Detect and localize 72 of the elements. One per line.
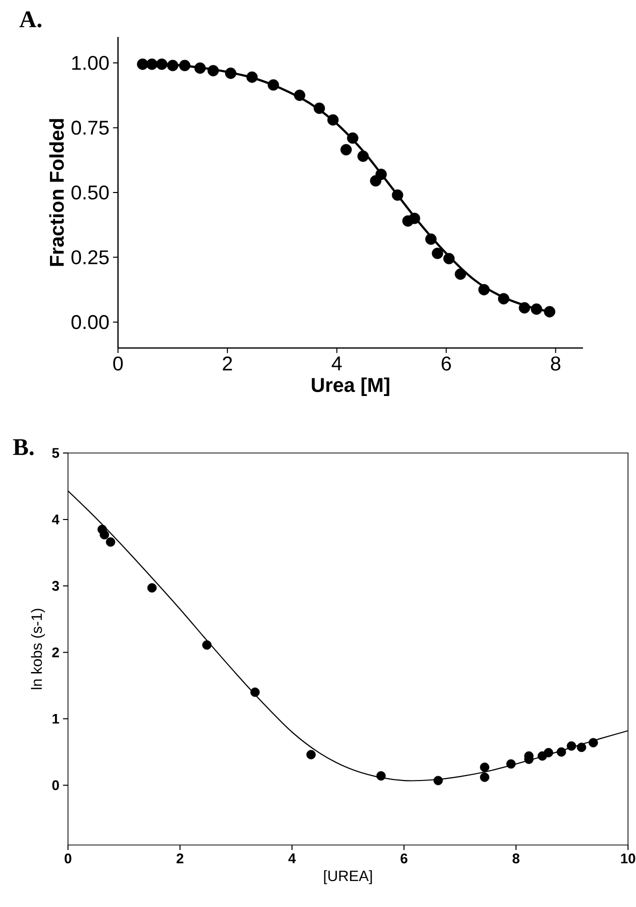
point xyxy=(246,71,258,83)
point xyxy=(194,62,206,74)
point xyxy=(167,60,178,72)
point xyxy=(146,58,158,70)
y-tick-label: 0.25 xyxy=(72,250,109,264)
point xyxy=(106,537,116,547)
point xyxy=(433,776,443,786)
point xyxy=(588,738,598,748)
y-tick-label: 3 xyxy=(52,580,59,591)
point xyxy=(156,58,168,70)
point xyxy=(566,741,576,751)
point xyxy=(432,248,444,260)
point xyxy=(480,772,490,782)
point xyxy=(392,189,404,201)
point xyxy=(544,306,556,318)
point xyxy=(376,771,386,781)
y-tick-label: 1 xyxy=(52,714,60,724)
x-tick-label: 10 xyxy=(621,853,636,864)
x-axis-title: [UREA] xyxy=(324,870,372,884)
point xyxy=(268,79,280,91)
x-tick-label: 4 xyxy=(288,854,296,864)
x-tick-label: 4 xyxy=(332,356,342,370)
point xyxy=(147,583,157,593)
y-axis-title: Fraction Folded xyxy=(49,119,64,266)
point xyxy=(225,68,236,79)
point xyxy=(425,233,437,245)
y-tick-label: 0.75 xyxy=(72,120,109,135)
point xyxy=(544,748,554,758)
point xyxy=(208,65,219,76)
point xyxy=(357,150,369,162)
x-tick-label: 2 xyxy=(176,853,184,864)
x-tick-label: 0 xyxy=(64,853,72,864)
point xyxy=(530,303,542,315)
point xyxy=(100,530,110,540)
point xyxy=(556,747,566,757)
x-tick-label: 6 xyxy=(442,356,451,371)
point xyxy=(327,114,339,126)
point xyxy=(478,284,490,296)
point xyxy=(443,252,455,264)
point xyxy=(518,302,530,314)
point xyxy=(306,750,316,760)
y-tick-label: 4 xyxy=(52,514,60,524)
y-tick-label: 5 xyxy=(52,448,60,458)
y-tick-label: 1.00 xyxy=(72,56,109,70)
y-tick-label: 0.50 xyxy=(72,185,109,200)
point xyxy=(314,102,325,114)
point xyxy=(375,168,387,180)
x-tick-label: 2 xyxy=(222,356,232,370)
point xyxy=(179,60,190,72)
point xyxy=(250,688,260,697)
point xyxy=(347,132,358,144)
chart-title: A. xyxy=(19,11,42,28)
point xyxy=(498,293,510,304)
point xyxy=(576,742,586,752)
point xyxy=(202,640,212,650)
point xyxy=(506,759,516,769)
x-tick-label: 8 xyxy=(550,356,560,371)
point xyxy=(294,90,306,101)
y-tick-label: 0.00 xyxy=(72,315,109,330)
y-axis-title: ln kobs (s-1) xyxy=(30,608,45,690)
y-tick-label: 2 xyxy=(52,647,59,658)
point xyxy=(340,144,352,156)
x-axis-title: Urea [M] xyxy=(312,377,390,396)
chart-title: B. xyxy=(13,439,34,456)
x-tick-label: 0 xyxy=(113,356,123,371)
point xyxy=(136,58,148,70)
x-tick-label: 8 xyxy=(512,853,520,864)
x-tick-label: 6 xyxy=(400,853,408,864)
point xyxy=(408,212,420,224)
point xyxy=(454,268,466,280)
point xyxy=(480,762,490,772)
y-tick-label: 0 xyxy=(52,780,59,790)
